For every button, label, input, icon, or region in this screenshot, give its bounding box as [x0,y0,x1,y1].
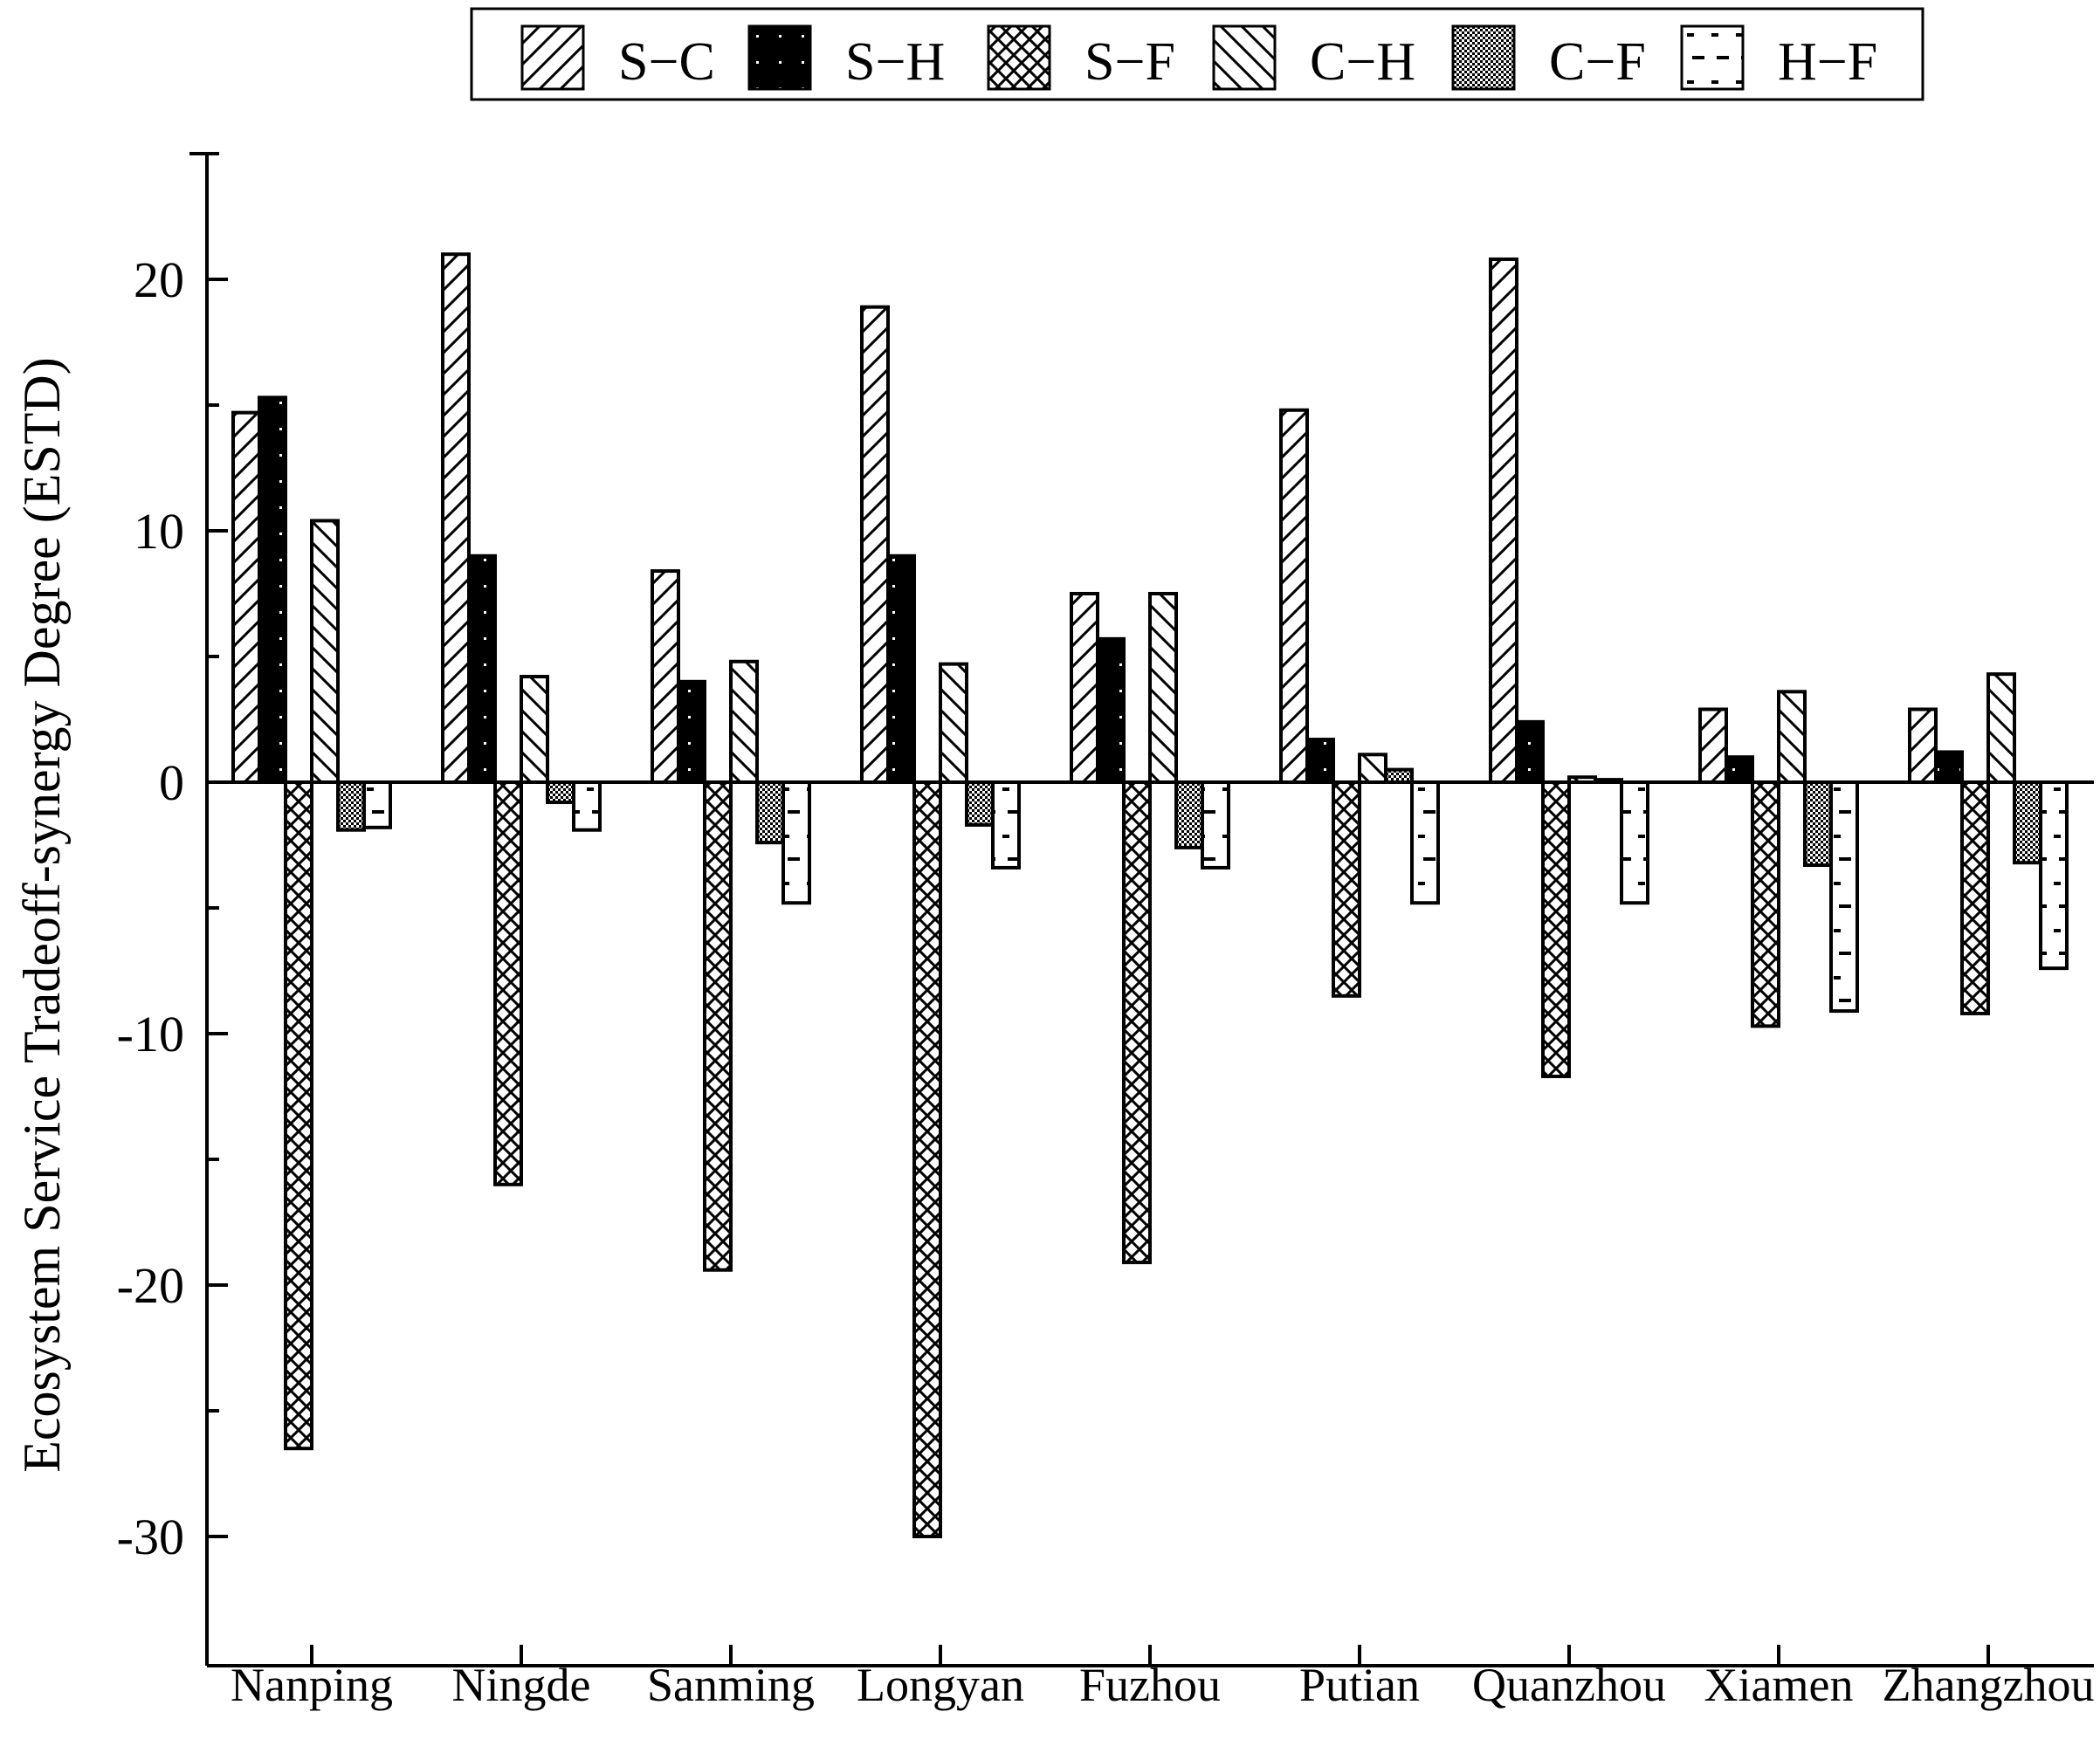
legend-label-s-c: S−C [618,32,715,92]
x-tick-label-longyan: Longyan [857,1659,1024,1711]
bar-quanzhou-h-f [1620,780,1649,905]
bar-longyan-s-f [912,780,942,1538]
legend-label-s-f: S−F [1084,32,1175,92]
bar-sanming-s-f [703,780,733,1272]
bar-zhangzhou-c-h [1986,672,2016,784]
x-tick-label-putian: Putian [1299,1659,1420,1711]
y-tick-label: -20 [117,1257,184,1314]
bar-ningde-s-h [467,553,497,784]
bar-sanming-h-f [781,780,811,905]
bars-group [231,252,2069,1538]
bar-putian-c-h [1358,753,1387,785]
bar-ningde-h-f [572,780,602,832]
legend-swatch-c-f [1451,24,1516,91]
bar-fuzhou-s-c [1070,592,1099,784]
bar-zhangzhou-s-c [1908,707,1938,784]
bar-xiamen-h-f [1829,780,1859,1014]
bar-nanping-c-f [336,780,366,832]
legend-label-c-f: C−F [1549,32,1646,92]
bar-longyan-c-f [965,780,995,827]
bar-zhangzhou-s-f [1960,780,1990,1015]
x-tick-label-fuzhou: Fuzhou [1079,1659,1221,1711]
x-tick-label-zhangzhou: Zhangzhou [1883,1659,2095,1711]
bar-fuzhou-h-f [1201,780,1230,870]
x-tick-label-nanping: Nanping [231,1659,393,1711]
bar-fuzhou-c-h [1148,592,1178,784]
legend: S−C S−H S−F C−H C−F H−F [470,7,1924,101]
bar-putian-s-h [1305,738,1335,784]
legend-swatch-c-h [1212,24,1277,91]
bar-sanming-c-h [729,659,759,785]
legend-label-c-h: C−H [1310,32,1415,92]
bar-putian-s-c [1279,408,1309,784]
y-tick-label: -30 [117,1509,184,1565]
legend-label-h-f: H−F [1778,32,1877,92]
bar-ningde-c-h [520,675,549,784]
bar-fuzhou-s-f [1122,780,1152,1265]
x-tick-label-sanming: Sanming [647,1659,815,1711]
bar-nanping-c-h [310,519,340,784]
bar-fuzhou-c-f [1174,780,1204,849]
bar-xiamen-c-h [1777,690,1807,785]
legend-swatch-s-h [747,24,812,91]
bar-nanping-s-c [231,410,261,784]
legend-label-s-h: S−H [845,32,945,92]
y-tick-label: -10 [117,1006,184,1062]
legend-swatch-h-f [1680,24,1745,91]
bar-nanping-s-h [258,395,287,784]
bar-fuzhou-s-h [1096,636,1126,785]
bar-quanzhou-s-c [1489,257,1518,784]
y-axis-label: Ecosystem Service Tradeoff-synergy Degre… [13,357,71,1472]
y-tick-label: 0 [159,754,184,811]
bar-nanping-h-f [362,780,392,829]
x-tick-label-quanzhou: Quanzhou [1472,1659,1666,1711]
bar-longyan-h-f [991,780,1021,870]
y-tick-label: 20 [134,251,184,308]
bar-ningde-s-c [441,252,471,784]
bar-sanming-s-h [677,679,706,784]
bar-ningde-s-f [493,780,523,1186]
bar-longyan-c-h [939,662,968,785]
legend-swatch-s-f [987,24,1051,91]
bar-zhangzhou-h-f [2039,780,2069,971]
bar-longyan-s-h [886,553,916,784]
bar-longyan-s-c [860,305,890,784]
bar-zhangzhou-s-h [1934,750,1964,785]
bar-sanming-c-f [755,780,785,845]
bar-putian-c-f [1384,767,1414,784]
bar-quanzhou-s-f [1541,780,1571,1078]
bar-putian-s-f [1332,780,1361,998]
bar-putian-h-f [1410,780,1440,905]
bar-zhangzhou-c-f [2013,780,2042,865]
axes-group: -30 -20 -10 0 10 20 Nanping Ningde Sanming Longya… [117,152,2095,1711]
y-tick-label: 10 [134,503,184,560]
x-tick-label-ningde: Ningde [452,1659,591,1711]
bar-xiamen-s-c [1698,707,1728,784]
legend-swatch-s-c [520,24,585,91]
bar-xiamen-s-f [1751,780,1780,1028]
bar-xiamen-c-f [1803,780,1833,868]
bar-sanming-s-c [651,569,680,785]
bar-ningde-c-f [546,780,575,805]
bar-xiamen-s-h [1725,755,1754,785]
x-tick-label-xiamen: Xiamen [1704,1659,1854,1711]
bar-nanping-s-f [284,780,313,1451]
bar-quanzhou-s-h [1515,719,1545,785]
